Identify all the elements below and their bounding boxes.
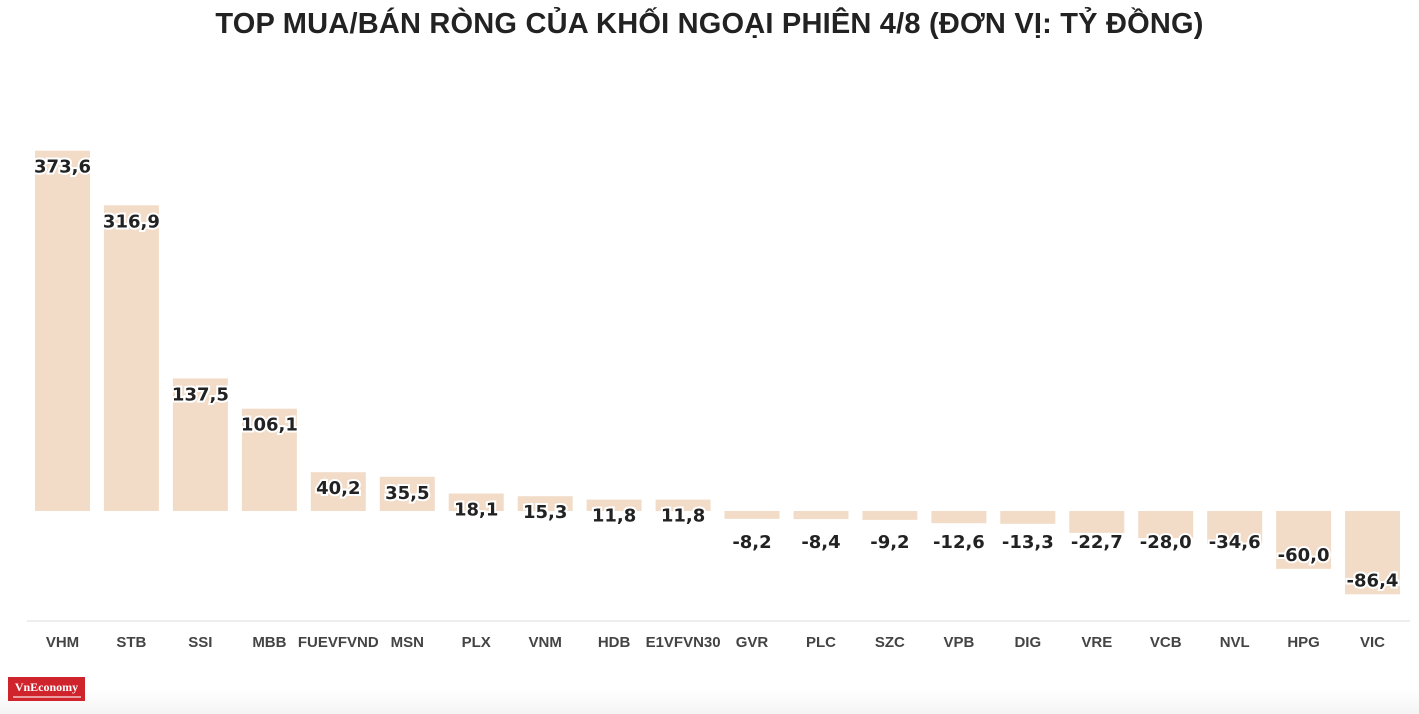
- category-label-hdb: HDB: [598, 634, 631, 651]
- category-label-vhm: VHM: [46, 634, 79, 651]
- bar-szc: [862, 511, 918, 520]
- category-label-plc: PLC: [806, 634, 836, 651]
- value-label-fuevfvnd: 40,2: [316, 478, 360, 499]
- category-label-e1vfvn30: E1VFVN30: [646, 634, 721, 651]
- bar-e1vfvn30: [655, 499, 711, 511]
- value-label-vhm: 373,6: [34, 157, 91, 178]
- category-label-vnm: VNM: [529, 634, 562, 651]
- bar-vpb: [931, 511, 987, 524]
- value-label-dig: -13,3: [1002, 532, 1054, 553]
- labels-layer: 373,6 VHM 316,9 STB 137,5 SSI 106,1 MBB 40,2 FUEV…: [32, 155, 1400, 651]
- vneconomy-logo: VnEconomy: [8, 677, 85, 701]
- value-label-stb: 316,9: [103, 211, 160, 232]
- category-label-stb: STB: [116, 634, 146, 651]
- bar-nvl: [1207, 511, 1263, 545]
- bar-plc: [793, 511, 849, 520]
- chart-title: TOP MUA/BÁN RÒNG CỦA KHỐI NGOẠI PHIÊN 4/…: [215, 8, 1204, 40]
- category-label-plx: PLX: [462, 634, 491, 651]
- category-label-vpb: VPB: [943, 634, 974, 651]
- bar-fuevfvnd: [310, 472, 366, 511]
- value-label-plc: -8,4: [801, 532, 840, 553]
- bottom-band: [0, 690, 1419, 714]
- value-label-szc: -9,2: [870, 532, 909, 553]
- category-label-msn: MSN: [391, 634, 424, 651]
- value-label-msn: 35,5: [385, 483, 429, 504]
- value-label-e1vfvn30: 11,8: [661, 506, 705, 527]
- value-label-hpg: -60,0: [1278, 545, 1330, 566]
- category-label-szc: SZC: [875, 634, 905, 651]
- category-label-nvl: NVL: [1220, 634, 1250, 651]
- bar-gvr: [724, 511, 780, 519]
- bar-stb: [103, 205, 159, 512]
- category-label-hpg: HPG: [1287, 634, 1320, 651]
- bar-hdb: [586, 499, 642, 511]
- bars-layer: [35, 150, 1400, 595]
- logo-tagline-strip: [12, 695, 81, 698]
- value-label-mbb: 106,1: [241, 415, 298, 436]
- category-label-gvr: GVR: [736, 634, 769, 651]
- bar-dig: [1000, 511, 1056, 524]
- logo-text: VnEconomy: [14, 679, 79, 694]
- category-label-vcb: VCB: [1150, 634, 1182, 651]
- value-label-hdb: 11,8: [592, 506, 636, 527]
- value-label-vpb: -12,6: [933, 532, 985, 553]
- bar-mbb: [241, 408, 297, 511]
- bar-vhm: [35, 150, 90, 511]
- value-label-ssi: 137,5: [172, 384, 229, 405]
- value-label-vcb: -28,0: [1140, 532, 1192, 553]
- value-label-vre: -22,7: [1071, 532, 1123, 553]
- bar-vic: [1345, 511, 1400, 595]
- category-label-ssi: SSI: [188, 634, 212, 651]
- bar-vcb: [1138, 511, 1194, 538]
- bar-hpg: [1276, 511, 1332, 569]
- category-label-fuevfvnd: FUEVFVND: [298, 634, 379, 651]
- category-label-mbb: MBB: [252, 634, 286, 651]
- category-label-vre: VRE: [1081, 634, 1112, 651]
- bar-plx: [448, 493, 504, 511]
- bar-ssi: [172, 378, 228, 511]
- category-label-dig: DIG: [1014, 634, 1041, 651]
- bar-vre: [1069, 511, 1125, 533]
- value-label-vic: -86,4: [1347, 570, 1399, 591]
- value-label-gvr: -8,2: [732, 532, 771, 553]
- value-label-plx: 18,1: [454, 500, 498, 521]
- bar-vnm: [517, 496, 573, 511]
- value-label-nvl: -34,6: [1209, 532, 1261, 553]
- category-label-vic: VIC: [1360, 634, 1385, 651]
- bar-msn: [379, 476, 435, 511]
- value-label-vnm: 15,3: [523, 502, 567, 523]
